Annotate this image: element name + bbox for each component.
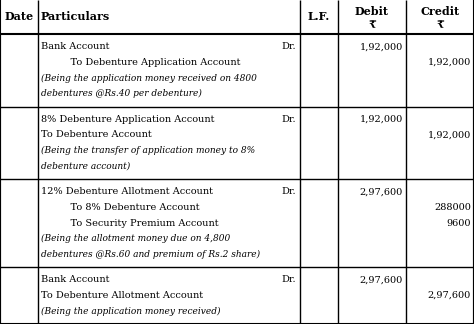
Text: 288000: 288000 xyxy=(434,203,471,212)
Text: ₹: ₹ xyxy=(436,19,444,30)
Text: debenture account): debenture account) xyxy=(41,162,130,171)
Text: (Being the application money received): (Being the application money received) xyxy=(41,307,220,316)
Text: Date: Date xyxy=(4,11,34,22)
Text: L.F.: L.F. xyxy=(308,11,330,22)
Text: 1,92,000: 1,92,000 xyxy=(360,115,403,124)
Text: To Debenture Application Account: To Debenture Application Account xyxy=(58,58,240,67)
Text: Dr.: Dr. xyxy=(282,187,296,196)
Text: debentures @Rs.60 and premium of Rs.2 share): debentures @Rs.60 and premium of Rs.2 sh… xyxy=(41,250,260,259)
Text: To Debenture Allotment Account: To Debenture Allotment Account xyxy=(41,291,203,300)
Text: To 8% Debenture Account: To 8% Debenture Account xyxy=(58,203,200,212)
Text: debentures @Rs.40 per debenture): debentures @Rs.40 per debenture) xyxy=(41,89,202,98)
Text: Dr.: Dr. xyxy=(282,42,296,51)
Text: ₹: ₹ xyxy=(368,19,376,30)
Text: 8% Debenture Application Account: 8% Debenture Application Account xyxy=(41,115,215,124)
Text: 12% Debenture Allotment Account: 12% Debenture Allotment Account xyxy=(41,187,213,196)
Text: 1,92,000: 1,92,000 xyxy=(428,130,471,139)
Text: Dr.: Dr. xyxy=(282,115,296,124)
Text: 2,97,600: 2,97,600 xyxy=(428,291,471,300)
Text: Credit: Credit xyxy=(420,6,460,17)
Text: Particulars: Particulars xyxy=(41,11,110,22)
Text: 2,97,600: 2,97,600 xyxy=(360,275,403,284)
Text: Dr.: Dr. xyxy=(282,275,296,284)
Text: Bank Account: Bank Account xyxy=(41,42,109,51)
Text: 2,97,600: 2,97,600 xyxy=(360,187,403,196)
Text: 9600: 9600 xyxy=(447,219,471,227)
Text: To Security Premium Account: To Security Premium Account xyxy=(58,219,219,227)
Text: (Being the allotment money due on 4,800: (Being the allotment money due on 4,800 xyxy=(41,234,230,243)
Text: (Being the application money received on 4800: (Being the application money received on… xyxy=(41,74,257,83)
Bar xyxy=(0,0,474,34)
Text: 1,92,000: 1,92,000 xyxy=(428,58,471,67)
Text: 1,92,000: 1,92,000 xyxy=(360,42,403,51)
Text: Debit: Debit xyxy=(355,6,389,17)
Text: (Being the transfer of application money to 8%: (Being the transfer of application money… xyxy=(41,146,255,155)
Text: Bank Account: Bank Account xyxy=(41,275,109,284)
Text: To Debenture Account: To Debenture Account xyxy=(41,130,152,139)
